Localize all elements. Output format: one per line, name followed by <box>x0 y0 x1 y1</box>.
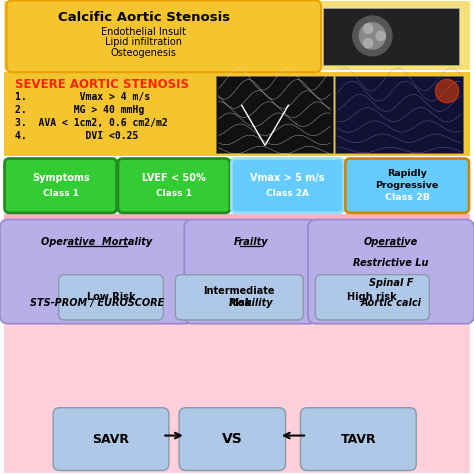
Text: Spinal F: Spinal F <box>369 278 413 288</box>
Text: Intermediate
Risk: Intermediate Risk <box>204 286 275 308</box>
Text: Low Risk: Low Risk <box>87 292 135 302</box>
Bar <box>4 159 470 211</box>
Text: Osteogenesis: Osteogenesis <box>111 48 177 58</box>
Text: Vmax > 5 m/s: Vmax > 5 m/s <box>250 173 325 183</box>
FancyBboxPatch shape <box>175 274 303 320</box>
FancyBboxPatch shape <box>231 159 344 213</box>
Bar <box>335 75 464 154</box>
Text: Frailty: Frailty <box>234 237 268 247</box>
Text: SEVERE AORTIC STENOSIS: SEVERE AORTIC STENOSIS <box>15 78 189 91</box>
Text: Operative: Operative <box>364 237 418 247</box>
Text: Symptoms: Symptoms <box>32 173 90 183</box>
FancyBboxPatch shape <box>5 159 117 213</box>
Bar <box>323 8 459 65</box>
Text: 1.         Vmax > 4 m/s: 1. Vmax > 4 m/s <box>15 92 150 102</box>
Text: 4.          DVI <0.25: 4. DVI <0.25 <box>15 131 139 141</box>
Circle shape <box>435 79 459 103</box>
Text: LVEF < 50%: LVEF < 50% <box>142 173 206 183</box>
Text: TAVR: TAVR <box>340 433 376 446</box>
Text: Class 2A: Class 2A <box>266 189 309 198</box>
Bar <box>4 1 470 70</box>
Bar <box>216 75 333 154</box>
Text: 2.        MG > 40 mmHg: 2. MG > 40 mmHg <box>15 105 145 115</box>
Text: Class 2B: Class 2B <box>385 193 429 202</box>
FancyBboxPatch shape <box>184 219 318 324</box>
Text: SAVR: SAVR <box>92 433 129 446</box>
Circle shape <box>353 16 392 55</box>
Text: Class 1: Class 1 <box>43 189 79 198</box>
Text: Mobility: Mobility <box>228 299 273 309</box>
FancyBboxPatch shape <box>315 274 429 320</box>
Text: STS-PROM / EUROSCORE: STS-PROM / EUROSCORE <box>30 299 164 309</box>
Text: Lipid infiltration: Lipid infiltration <box>105 37 182 47</box>
FancyBboxPatch shape <box>301 408 416 471</box>
Text: Aortic calci: Aortic calci <box>361 299 421 309</box>
Text: Rapidly: Rapidly <box>387 169 427 178</box>
FancyBboxPatch shape <box>0 219 194 324</box>
Bar <box>4 320 470 474</box>
FancyBboxPatch shape <box>59 274 163 320</box>
Text: 3.  AVA < 1cm2, 0.6 cm2/m2: 3. AVA < 1cm2, 0.6 cm2/m2 <box>15 118 168 128</box>
Bar <box>4 72 470 156</box>
FancyBboxPatch shape <box>7 0 321 72</box>
Text: Calcific Aortic Stenosis: Calcific Aortic Stenosis <box>57 11 230 24</box>
Text: Endothelial Insult: Endothelial Insult <box>101 27 186 37</box>
Circle shape <box>364 38 373 48</box>
FancyBboxPatch shape <box>345 159 469 213</box>
FancyBboxPatch shape <box>179 408 285 471</box>
Text: Operative  Mortality: Operative Mortality <box>41 237 153 247</box>
Circle shape <box>376 31 385 41</box>
Text: Restrictive Lu: Restrictive Lu <box>353 257 429 267</box>
Text: VS: VS <box>222 432 243 447</box>
Bar <box>4 214 470 318</box>
Circle shape <box>364 24 373 33</box>
FancyBboxPatch shape <box>308 219 474 324</box>
FancyBboxPatch shape <box>118 159 230 213</box>
Circle shape <box>359 23 385 49</box>
Text: High risk: High risk <box>347 292 397 302</box>
Text: Class 1: Class 1 <box>156 189 192 198</box>
FancyBboxPatch shape <box>53 408 169 471</box>
Text: Progressive: Progressive <box>375 181 439 190</box>
